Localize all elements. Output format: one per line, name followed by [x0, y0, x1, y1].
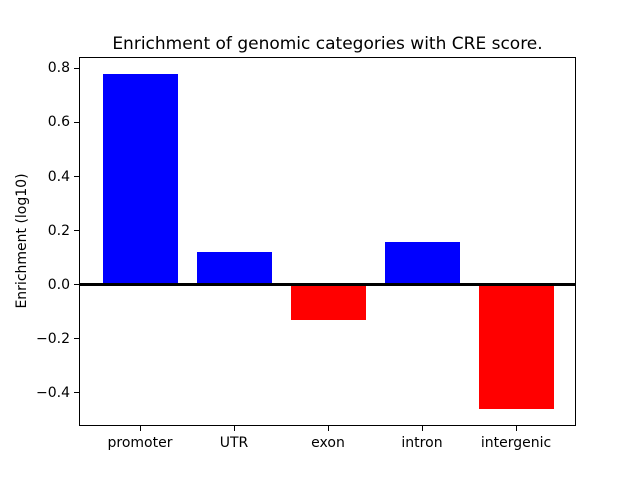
y-tick-label: 0.0 — [47, 276, 70, 293]
x-tick-label-UTR: UTR — [219, 435, 249, 451]
x-tick-label-intron: intron — [401, 435, 443, 451]
y-tick-label: 0.8 — [47, 60, 70, 77]
bar-exon — [290, 284, 366, 320]
x-tick-mark — [515, 426, 517, 431]
x-tick-mark — [421, 426, 423, 431]
bar-intron — [384, 241, 460, 285]
y-tick-mark — [74, 67, 79, 69]
y-tick-label: 0.4 — [47, 168, 70, 185]
x-tick-mark — [233, 426, 235, 431]
x-tick-label-intergenic: intergenic — [480, 435, 552, 451]
y-tick-label: −0.2 — [36, 330, 70, 347]
bar-UTR — [196, 252, 272, 285]
bar-promoter — [102, 73, 178, 285]
y-tick-mark — [74, 230, 79, 232]
x-tick-mark — [327, 426, 329, 431]
y-tick-label: 0.6 — [47, 114, 70, 131]
chart-title: Enrichment of genomic categories with CR… — [112, 34, 543, 54]
y-tick-label: −0.4 — [36, 384, 70, 401]
y-tick-mark — [74, 338, 79, 340]
bar-intergenic — [478, 284, 554, 410]
plot-area — [79, 57, 576, 426]
y-tick-label: 0.2 — [47, 222, 70, 239]
x-tick-label-promoter: promoter — [107, 435, 173, 451]
y-tick-mark — [74, 284, 79, 286]
y-tick-mark — [74, 392, 79, 394]
zero-line — [80, 283, 575, 287]
x-tick-label-exon: exon — [311, 435, 345, 451]
x-tick-mark — [139, 426, 141, 431]
y-tick-mark — [74, 176, 79, 178]
y-tick-mark — [74, 121, 79, 123]
